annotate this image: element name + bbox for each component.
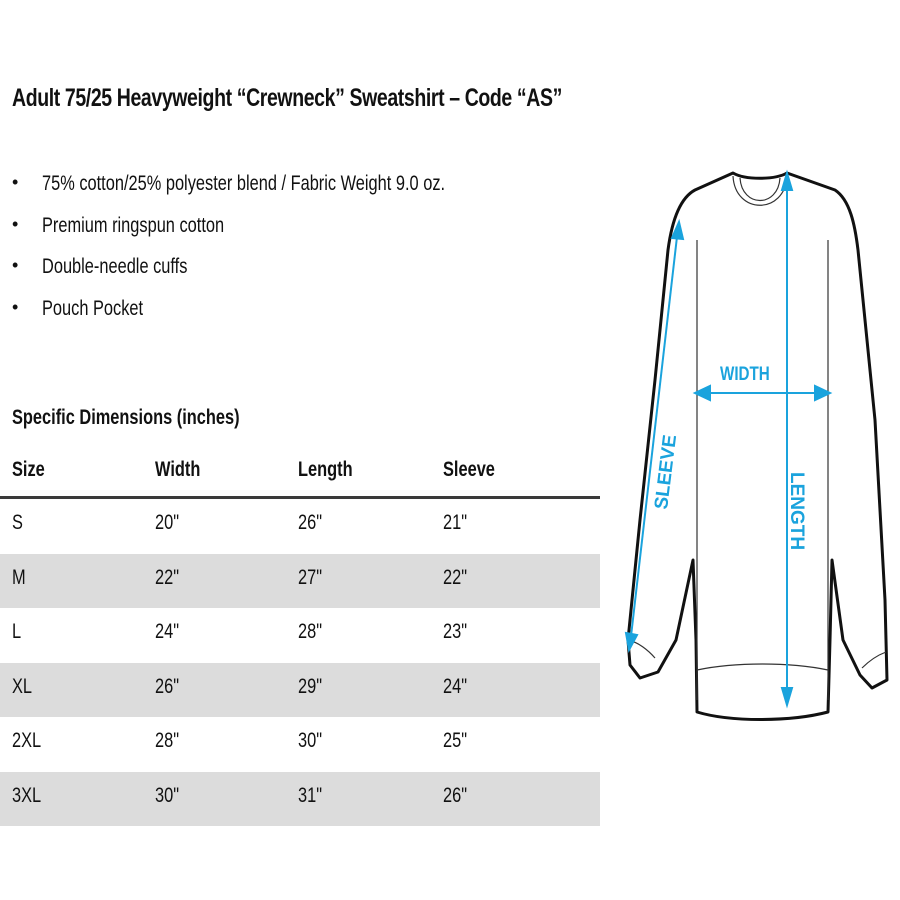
header-width: Width — [155, 458, 201, 481]
cell-sleeve: 25" — [443, 729, 468, 752]
bullet-icon: • — [12, 213, 19, 234]
table-row: 2XL 28" 30" 25" — [0, 717, 600, 772]
width-arrow-head-left — [692, 384, 711, 402]
dimensions-heading: Specific Dimensions (inches) — [12, 406, 240, 429]
header-size: Size — [12, 458, 45, 481]
cell-size: XL — [12, 674, 33, 698]
collar-rib — [739, 177, 781, 202]
cell-width: 24" — [155, 620, 180, 643]
width-arrow-head-right — [814, 384, 833, 402]
cell-size: L — [12, 620, 22, 643]
cell-size: 2XL — [12, 729, 42, 752]
table-row: L 24" 28" 23" — [0, 608, 600, 663]
cell-length: 30" — [298, 729, 323, 752]
cell-length: 28" — [298, 620, 323, 643]
cell-length: 26" — [298, 511, 323, 534]
cell-width: 28" — [155, 729, 180, 752]
size-table: Size Width Length Sleeve S 20" 26" 21" M 22" 2… — [0, 452, 600, 826]
bullet-icon: • — [12, 255, 19, 275]
sleeve-arrow-head-bottom — [624, 631, 639, 654]
table-row: M 22" 27" 22" — [0, 553, 600, 608]
cell-sleeve: 23" — [443, 620, 468, 643]
bullet-icon: • — [12, 172, 19, 192]
cell-size: 3XL — [12, 783, 42, 807]
cell-sleeve: 22" — [443, 565, 468, 589]
cell-sleeve: 21" — [443, 511, 468, 534]
page-title: Adult 75/25 Heavyweight “Crewneck” Sweat… — [12, 84, 562, 112]
cell-sleeve: 24" — [443, 674, 468, 698]
cell-width: 26" — [155, 674, 180, 698]
table-row: XL 26" 29" 24" — [0, 662, 600, 717]
cell-length: 31" — [298, 783, 323, 807]
sleeve-arrow — [629, 227, 679, 646]
sweatshirt-outline — [626, 171, 889, 721]
table-row: S 20" 26" 21" — [0, 499, 600, 554]
cell-size: M — [12, 565, 26, 589]
table-header: Size Width Length Sleeve — [0, 452, 600, 499]
cell-width: 30" — [155, 783, 180, 807]
sweatshirt-diagram: WIDTH LENGTH SLEEVE — [624, 169, 889, 721]
length-label: LENGTH — [786, 472, 807, 550]
header-length: Length — [298, 458, 353, 481]
cell-width: 22" — [155, 565, 180, 589]
hem-rib — [696, 663, 829, 671]
sleeve-arrow-head-top — [670, 218, 685, 241]
length-arrow-head-bottom — [780, 687, 794, 709]
cuff-right — [861, 651, 887, 669]
header-sleeve: Sleeve — [443, 458, 495, 481]
table-row: 3XL 30" 31" 26" — [0, 771, 600, 826]
bullet-icon: • — [12, 296, 19, 317]
cell-length: 29" — [298, 674, 323, 698]
cell-sleeve: 26" — [443, 783, 468, 807]
length-arrow-head-top — [780, 169, 794, 191]
cell-size: S — [12, 511, 23, 534]
width-label: WIDTH — [720, 362, 770, 384]
cell-length: 27" — [298, 565, 323, 589]
cell-width: 20" — [155, 511, 180, 534]
